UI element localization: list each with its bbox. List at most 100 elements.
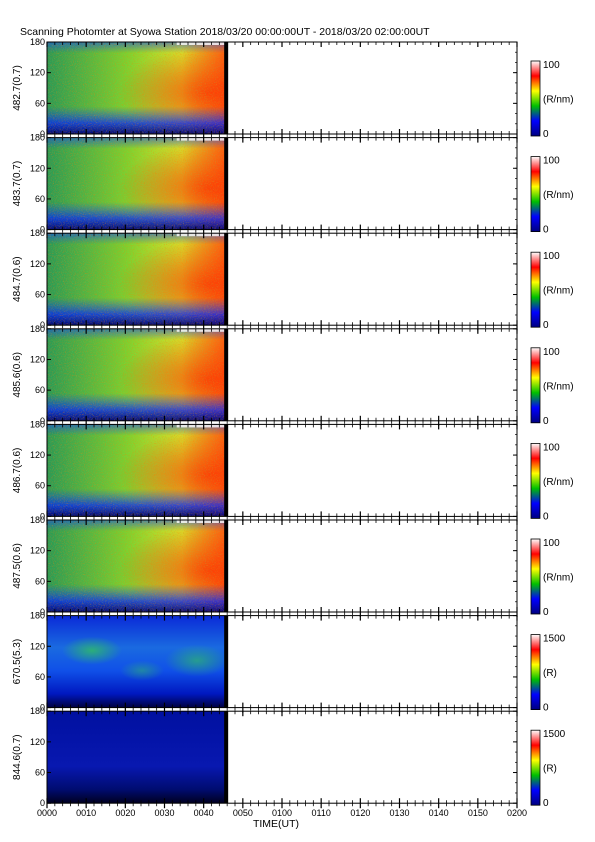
data-end-marker (224, 616, 228, 708)
aurora-feature (165, 645, 229, 677)
y-tick-label: 60 (35, 768, 45, 778)
colorbar-unit: (R/nm) (543, 477, 574, 488)
data-end-marker (224, 424, 228, 516)
colorbar-min: 0 (543, 607, 549, 618)
heatmap-base (47, 711, 227, 803)
panel-6: 0 60 120 180 487.5(0.6) 100 0 (R/nm) (12, 515, 574, 618)
colorbar (531, 157, 540, 232)
data-end-marker (224, 138, 228, 230)
panel-label: 670.5(5.3) (12, 639, 23, 685)
colorbar-min: 0 (543, 416, 549, 427)
x-axis-label: TIME(UT) (253, 818, 299, 830)
x-tick-label: 0150 (468, 808, 488, 818)
panel-label: 482.7(0.7) (12, 65, 23, 111)
colorbar-max: 100 (543, 60, 560, 71)
y-tick-label: 120 (30, 68, 45, 78)
heatmap-noise-green (47, 520, 227, 612)
colorbar-max: 100 (543, 442, 560, 453)
heatmap-noise-green (47, 233, 227, 325)
y-tick-label: 120 (30, 450, 45, 460)
colorbar-max: 100 (543, 347, 560, 358)
x-axis: 0000 0010 0020 0030 0040 0050 0100 0110 0120 0130… (37, 808, 527, 830)
y-tick-label: 60 (35, 672, 45, 682)
x-tick-label: 0130 (389, 808, 409, 818)
y-tick-label: 60 (35, 481, 45, 491)
data-end-marker (224, 711, 228, 803)
panel-label: 484.7(0.6) (12, 256, 23, 302)
panel-label: 485.6(0.6) (12, 352, 23, 398)
y-tick-label: 180 (30, 515, 45, 525)
panel-1: 0 60 120 180 482.7(0.7) 100 0 (R/nm) (12, 37, 574, 140)
colorbar-max: 1500 (543, 729, 566, 740)
colorbar (531, 348, 540, 423)
x-tick-label: 0020 (115, 808, 135, 818)
y-tick-label: 60 (35, 194, 45, 204)
y-tick-label: 120 (30, 163, 45, 173)
heatmap-noise-green (47, 42, 227, 134)
x-tick-label: 0000 (37, 808, 57, 818)
colorbar-min: 0 (543, 511, 549, 522)
colorbar (531, 635, 540, 710)
y-tick-label: 180 (30, 133, 45, 143)
colorbar (531, 443, 540, 518)
panel-label: 483.7(0.7) (12, 161, 23, 207)
heatmap-noise-green (47, 138, 227, 230)
y-tick-label: 120 (30, 546, 45, 556)
colorbar-unit: (R) (543, 668, 557, 679)
colorbar-unit: (R/nm) (543, 190, 574, 201)
data-end-marker (224, 329, 228, 421)
panel-8: 0 60 120 180 844.6(0.7) 1500 0 (R) (12, 706, 566, 809)
y-tick-label: 180 (30, 228, 45, 238)
colorbar-max: 1500 (543, 634, 566, 645)
y-tick-label: 60 (35, 385, 45, 395)
x-tick-label: 0100 (272, 808, 292, 818)
data-end-marker (224, 520, 228, 612)
x-tick-label: 0110 (311, 808, 330, 818)
y-tick-label: 60 (35, 290, 45, 300)
y-tick-label: 120 (30, 641, 45, 651)
aurora-feature (120, 661, 164, 681)
y-tick-label: 180 (30, 706, 45, 716)
colorbar-unit: (R/nm) (543, 95, 574, 106)
panel-label: 844.6(0.7) (12, 734, 23, 780)
colorbar-min: 0 (543, 320, 549, 331)
y-tick-label: 180 (30, 324, 45, 334)
panel-4: 0 60 120 180 485.6(0.6) 100 0 (R/nm) (12, 324, 574, 427)
panel-5: 0 60 120 180 486.7(0.6) 100 0 (R/nm) (12, 419, 574, 522)
y-tick-label: 180 (30, 37, 45, 47)
x-tick-label: 0010 (76, 808, 96, 818)
colorbar-max: 100 (543, 156, 560, 167)
y-tick-label: 60 (35, 98, 45, 108)
x-tick-label: 0040 (194, 808, 214, 818)
colorbar-min: 0 (543, 129, 549, 140)
panels-layer: 0 60 120 180 482.7(0.7) 100 0 (R/nm) 0 60 120 180 48… (12, 37, 574, 809)
x-tick-label: 0140 (429, 808, 449, 818)
y-tick-label: 180 (30, 611, 45, 621)
y-tick-label: 60 (35, 576, 45, 586)
panel-3: 060120180484.7(0.6) 1000(R/nm) (12, 228, 574, 331)
y-tick-label: 0 (40, 798, 45, 808)
aurora-feature (62, 637, 122, 665)
y-tick-label: 120 (30, 354, 45, 364)
y-tick-label: 120 (30, 259, 45, 269)
colorbar (531, 539, 540, 614)
colorbar-unit: (R) (543, 764, 557, 775)
y-tick-label: 120 (30, 737, 45, 747)
panel-7: 0 60 120 180 670.5(5.3) 1500 0 (R) (12, 611, 566, 714)
x-tick-label: 0120 (350, 808, 370, 818)
panel-2: 0 60 120 180 483.7(0.7) 100 0 (R/nm) (12, 133, 574, 236)
colorbar-min: 0 (543, 798, 549, 809)
colorbar-min: 0 (543, 703, 549, 714)
x-tick-label: 0200 (507, 808, 527, 818)
colorbar-min: 0 (543, 225, 549, 236)
heatmap-noise-green (47, 424, 227, 516)
colorbar-unit: (R/nm) (543, 573, 574, 584)
colorbar-unit: (R/nm) (543, 286, 574, 297)
colorbar-unit: (R/nm) (543, 381, 574, 392)
y-tick-label: 180 (30, 419, 45, 429)
x-tick-label: 0030 (154, 808, 174, 818)
colorbar (531, 730, 540, 805)
colorbar (531, 61, 540, 136)
data-end-marker (224, 42, 228, 134)
